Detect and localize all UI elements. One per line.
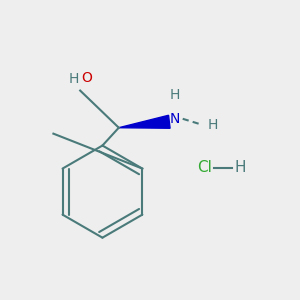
Text: H: H [235,160,246,175]
Text: H: H [208,118,218,132]
Text: Cl: Cl [198,160,212,175]
Text: O: O [82,71,92,85]
Polygon shape [119,115,170,128]
Text: H: H [68,72,79,86]
Text: H: H [170,88,181,102]
Text: N: N [170,112,181,126]
